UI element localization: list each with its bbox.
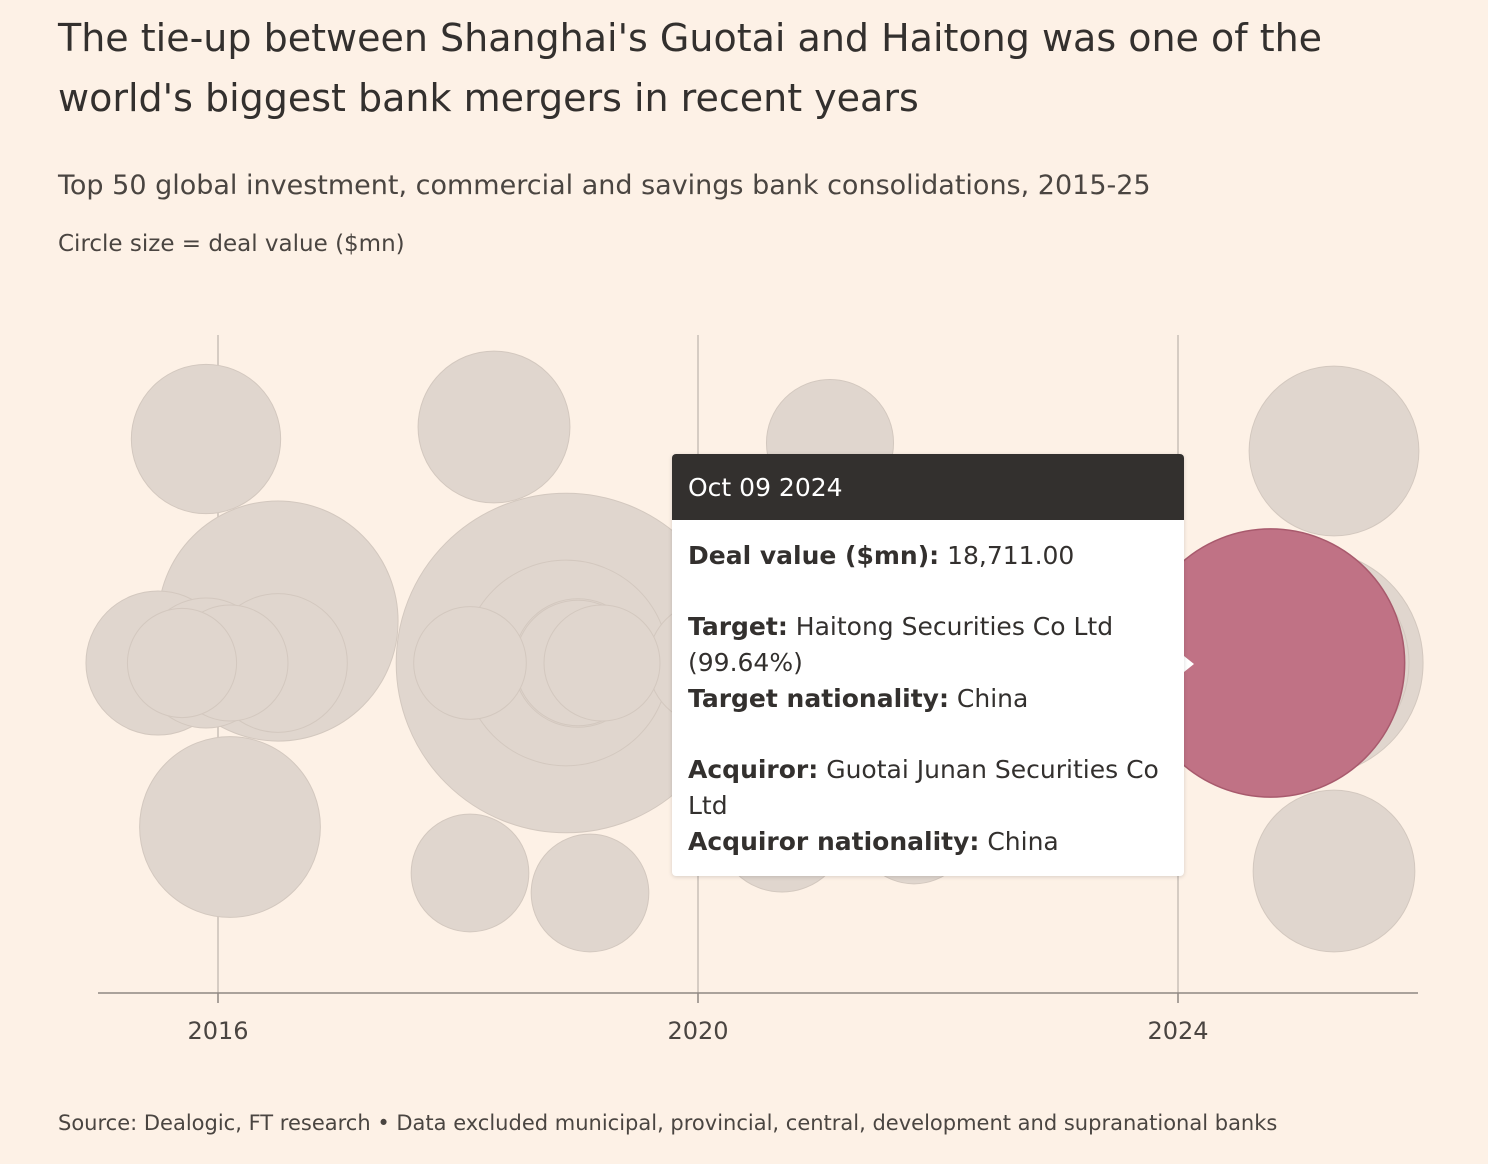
deal-tooltip: Oct 09 2024 Deal value ($mn): 18,711.00 … <box>672 454 1184 876</box>
tooltip-body: Deal value ($mn): 18,711.00 Target: Hait… <box>672 520 1184 876</box>
deal-bubble[interactable] <box>410 813 530 933</box>
acquiror-label: Acquiror: <box>688 755 819 784</box>
deal-value-label: Deal value ($mn): <box>688 541 940 570</box>
deal-bubble[interactable] <box>530 833 650 953</box>
acquiror-value: Guotai Junan Securities Co Ltd <box>688 755 1159 820</box>
deal-bubble[interactable] <box>413 606 527 720</box>
tooltip-acquiror-nationality: Acquiror nationality: China <box>688 824 1168 860</box>
target-nationality-value: China <box>956 684 1029 713</box>
x-tick-label-2020: 2020 <box>667 1017 728 1045</box>
target-label: Target: <box>688 612 788 641</box>
target-nationality-label: Target nationality: <box>688 684 949 713</box>
deal-value: 18,711.00 <box>947 541 1075 570</box>
tooltip-acquiror: Acquiror: Guotai Junan Securities Co Ltd <box>688 752 1168 824</box>
tooltip-deal-value: Deal value ($mn): 18,711.00 <box>688 538 1168 574</box>
deal-bubble[interactable] <box>130 363 282 515</box>
source-note: Source: Dealogic, FT research • Data exc… <box>58 1111 1278 1135</box>
x-tick-label-2024: 2024 <box>1147 1017 1208 1045</box>
x-axis-ticks: 2016 2020 2024 <box>187 993 1209 1045</box>
acquiror-nationality-value: China <box>987 827 1059 856</box>
acquiror-nationality-label: Acquiror nationality: <box>688 827 980 856</box>
deal-bubble[interactable] <box>1248 365 1420 537</box>
size-legend-note: Circle size = deal value ($mn) <box>58 231 405 257</box>
deal-bubble[interactable] <box>1252 789 1416 953</box>
x-tick-label-2016: 2016 <box>187 1017 248 1045</box>
deal-bubble[interactable] <box>139 736 321 918</box>
deal-bubble[interactable] <box>417 350 571 504</box>
target-value: Haitong Securities Co Ltd (99.64%) <box>688 612 1114 677</box>
tooltip-target-nationality: Target nationality: China <box>688 681 1168 717</box>
chart-subtitle: Top 50 global investment, commercial and… <box>58 170 1151 201</box>
tooltip-date: Oct 09 2024 <box>672 454 1184 520</box>
deal-bubble[interactable] <box>543 604 661 722</box>
tooltip-target: Target: Haitong Securities Co Ltd (99.64… <box>688 609 1168 681</box>
deal-bubble[interactable] <box>126 607 238 719</box>
chart-title: The tie-up between Shanghai's Guotai and… <box>58 16 1323 120</box>
